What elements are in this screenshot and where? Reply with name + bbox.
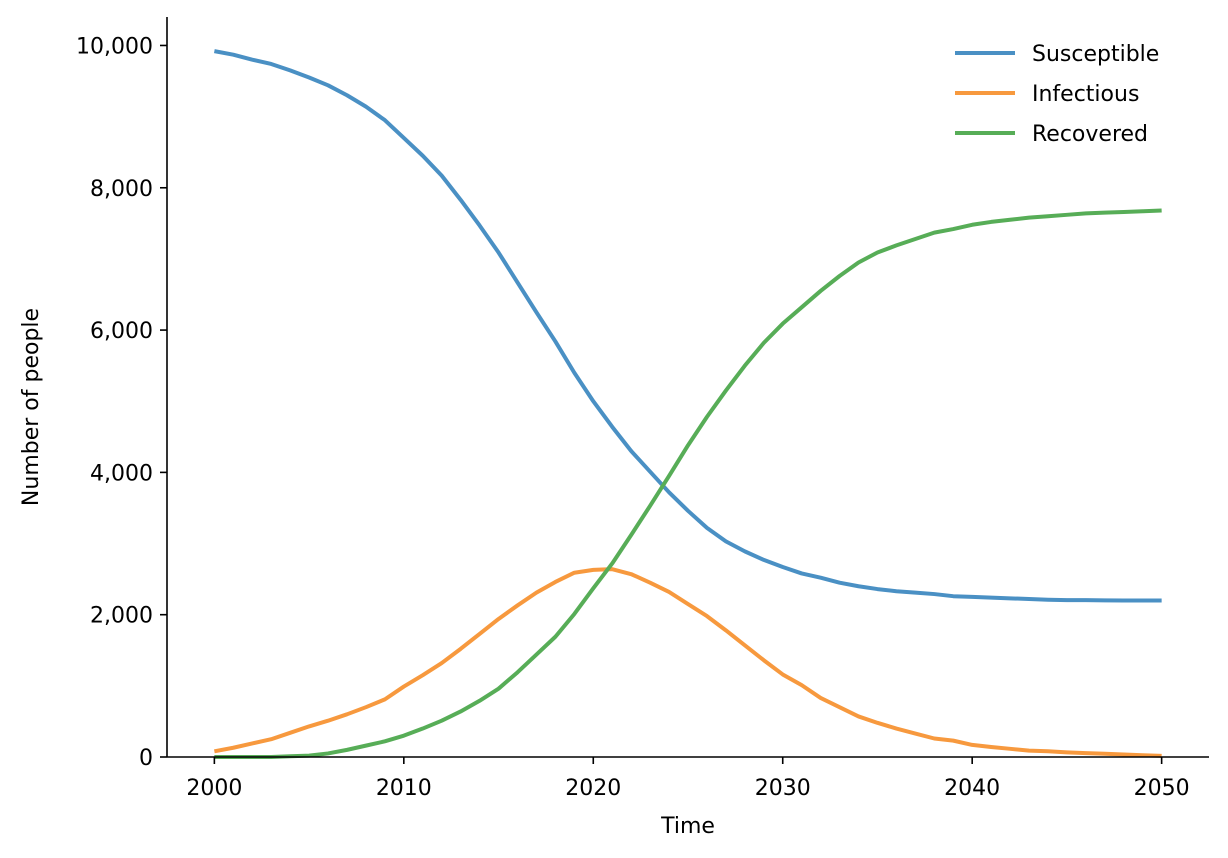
x-tick-label: 2010 (376, 776, 432, 801)
x-axis-title: Time (660, 814, 715, 839)
y-tick-label: 0 (139, 746, 153, 771)
y-tick-label: 4,000 (90, 461, 153, 486)
y-axis-title: Number of people (19, 308, 44, 506)
x-tick-label: 2000 (186, 776, 242, 801)
x-tick-label: 2020 (565, 776, 621, 801)
y-tick-label: 6,000 (90, 319, 153, 344)
x-tick-label: 2040 (944, 776, 1000, 801)
legend-label: Recovered (1032, 122, 1148, 147)
series-line-recovered (214, 208, 1162, 759)
x-tick-label: 2050 (1134, 776, 1190, 801)
x-axis-ticks: 2000 2010 2020 2030 2040 2050 (186, 757, 1190, 801)
plot-area (213, 49, 1162, 759)
legend-label: Susceptible (1032, 42, 1159, 67)
series-line-infectious (213, 567, 1162, 758)
y-axis-ticks: 0 2,000 4,000 6,000 8,000 10,000 (76, 34, 167, 771)
legend-item-infectious: Infectious (955, 82, 1139, 107)
series-lines (213, 49, 1162, 759)
y-tick-label: 2,000 (90, 604, 153, 629)
y-tick-label: 10,000 (76, 34, 153, 59)
y-tick-label: 8,000 (90, 177, 153, 202)
legend-item-recovered: Recovered (955, 122, 1148, 147)
legend-item-susceptible: Susceptible (955, 42, 1159, 67)
legend-label: Infectious (1032, 82, 1139, 107)
series-line-susceptible (213, 49, 1162, 603)
x-tick-label: 2030 (755, 776, 811, 801)
legend: Susceptible Infectious Recovered (955, 42, 1159, 147)
